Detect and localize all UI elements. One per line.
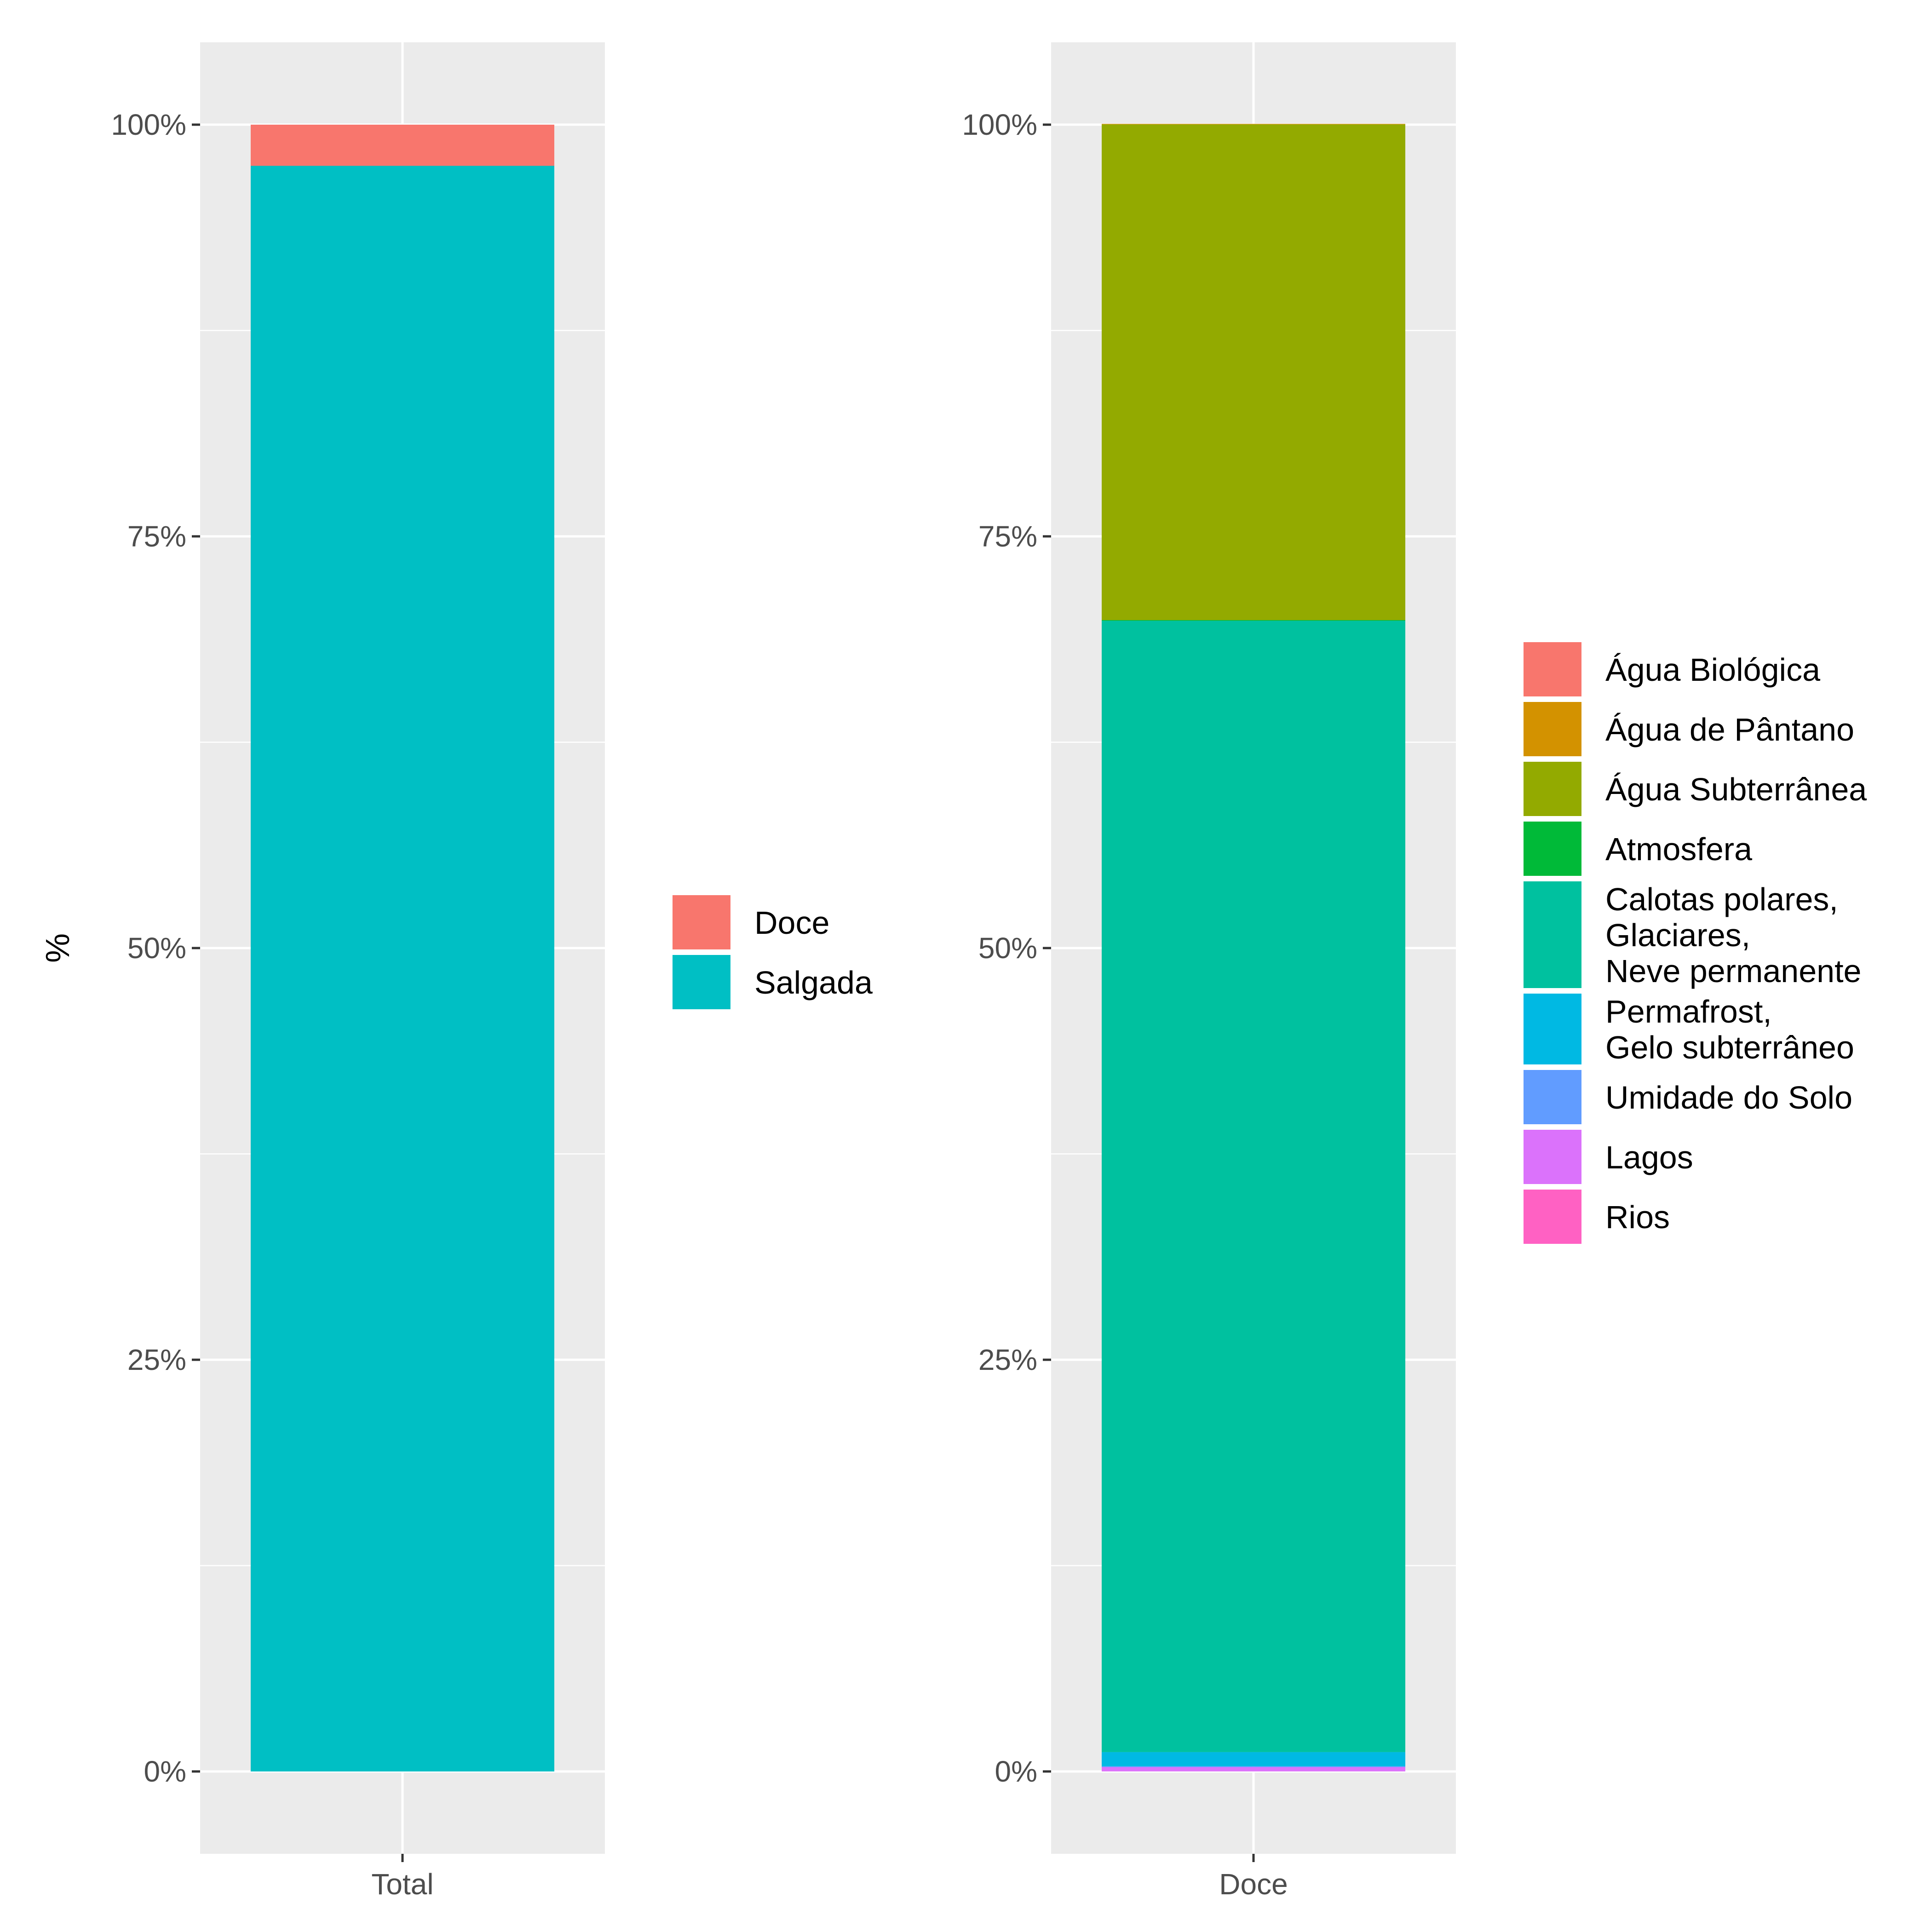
y-tick-label: 25% [127,1343,186,1376]
bar-segment-4 [1102,620,1405,621]
bar-segment-3 [1102,124,1405,621]
legend-label-2: Salgada [754,965,873,1000]
legend-label-5: Calotas polares, Glaciares, Neve permanent… [1605,881,1861,989]
legend-label-line: Neve permanente [1605,953,1861,989]
x-tick-label: Total [371,1868,433,1901]
y-tick-label: 0% [144,1755,187,1788]
chart-2: 0% 25% 50% 75% 100% Doce Água Biológica Água de… [962,42,1867,1901]
bar-segment-1 [251,125,554,166]
bar-segment-7 [1102,1766,1405,1767]
legend-label-line: Atmosfera [1605,831,1752,867]
legend-label-line: Salgada [754,965,873,1000]
legend-label-3: Água Subterrânea [1605,771,1867,807]
legend-key-6 [1522,992,1583,1066]
x-tick-label: Doce [1219,1868,1288,1901]
y-tick-label: 100% [962,108,1037,141]
legend-label-2: Água de Pântano [1605,712,1854,748]
legend-label-6: Permafrost, Gelo subterrâneo [1605,994,1854,1065]
y-tick-label: 100% [111,108,186,141]
legend-label-9: Rios [1605,1199,1670,1235]
legend-key-5 [1522,880,1583,990]
y-tick-label: 75% [978,520,1037,553]
legend-label-1: Água Biológica [1605,652,1820,688]
legend-label-line: Água Biológica [1605,652,1820,688]
bar-segment-6 [1102,1752,1405,1766]
legend: Água Biológica Água de Pântano Água Subter… [1522,640,1867,1246]
legend-key-2 [1522,700,1583,758]
legend-key-2 [671,953,732,1011]
bar-segment-8 [1102,1767,1405,1771]
legend-label-4: Atmosfera [1605,831,1752,867]
legend-label-line: Água Subterrânea [1605,771,1867,807]
legend-key-7 [1522,1068,1583,1126]
legend-label-line: Água de Pântano [1605,712,1854,748]
legend-key-4 [1522,820,1583,878]
bar-segment-2 [251,166,554,1771]
legend-key-1 [1522,640,1583,698]
legend-label-line: Gelo subterrâneo [1605,1029,1854,1065]
legend-key-3 [1522,760,1583,818]
y-tick-label: 50% [978,932,1037,965]
y-tick-label: 50% [127,932,186,965]
y-axis-title: % [40,933,76,963]
legend: Doce Salgada [671,893,873,1011]
legend-label-line: Permafrost, [1605,994,1772,1029]
legend-label-line: Umidade do Solo [1605,1080,1852,1116]
legend-label-line: Rios [1605,1199,1670,1235]
legend-label-line: Calotas polares, [1605,881,1838,917]
chart-1: 0% 25% 50% 75% 100% Total% Doce Salgada [40,42,873,1901]
bar-segment-5 [1102,621,1405,1752]
legend-label-1: Doce [754,905,829,941]
legend-label-8: Lagos [1605,1139,1693,1175]
legend-label-line: Glaciares, [1605,917,1750,953]
y-tick-label: 25% [978,1343,1037,1376]
legend-label-line: Lagos [1605,1139,1693,1175]
y-tick-label: 0% [995,1755,1038,1788]
legend-label-line: Doce [754,905,829,941]
legend-key-9 [1522,1188,1583,1246]
legend-key-8 [1522,1128,1583,1186]
legend-key-1 [671,893,732,951]
legend-label-7: Umidade do Solo [1605,1080,1852,1116]
y-tick-label: 75% [127,520,186,553]
